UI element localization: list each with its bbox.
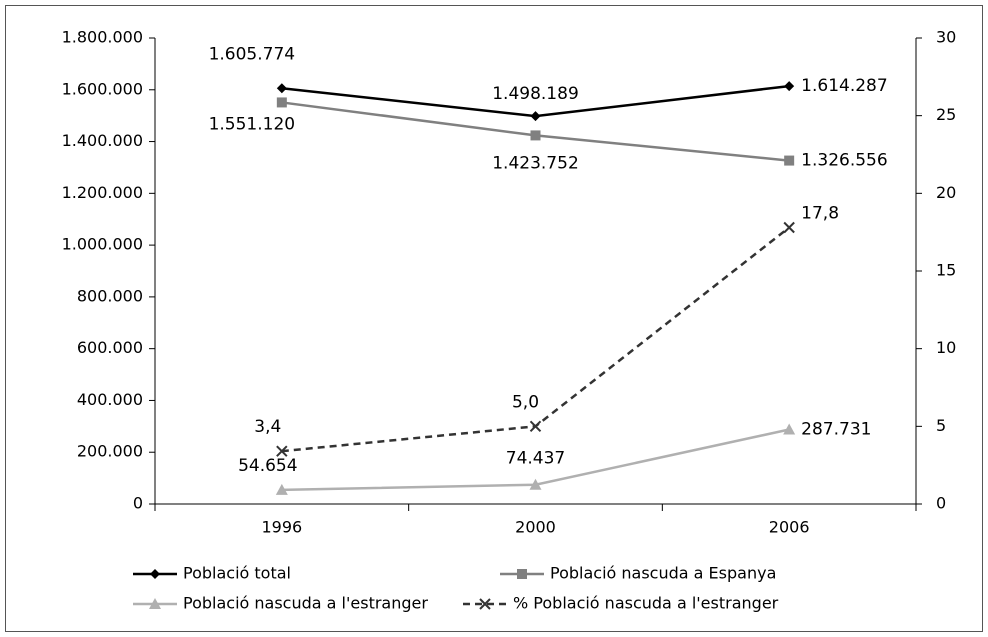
y-tick-label: 400.000 [77,390,143,409]
marker [517,569,527,579]
y-tick-label: 1.000.000 [62,235,143,254]
data-label: 3,4 [254,417,281,437]
marker [276,97,287,108]
y2-tick-label: 25 [936,105,956,124]
y-tick-label: 800.000 [77,286,143,305]
data-label: 17,8 [801,204,839,224]
x-tick-label: 2000 [515,518,556,537]
y-tick-label: 0 [133,494,143,513]
y-tick-label: 1.200.000 [62,183,143,202]
y-tick-label: 200.000 [77,442,143,461]
legend-label: Població nascuda a l'estranger [183,594,428,613]
marker [276,83,287,94]
data-label: 5,0 [512,392,539,412]
marker [529,420,542,433]
x-tick-label: 1996 [261,518,302,537]
y-tick-label: 1.800.000 [62,28,143,47]
marker [783,221,795,234]
data-label: 54.654 [238,456,297,476]
marker [276,445,288,457]
marker [783,423,796,435]
marker [149,598,161,609]
y2-tick-label: 20 [936,183,956,202]
x-tick-label: 2006 [769,518,810,537]
data-label: 74.437 [506,449,565,469]
y-tick-label: 1.400.000 [62,131,143,150]
y2-tick-label: 5 [936,416,946,435]
y2-tick-label: 0 [936,494,946,513]
marker [529,478,542,490]
y-tick-label: 1.600.000 [62,79,143,98]
marker [479,598,491,610]
legend-label: Població nascuda a Espanya [550,564,776,583]
data-label: 1.551.120 [209,114,296,134]
data-label: 1.498.189 [492,84,579,104]
y2-tick-label: 30 [936,28,956,47]
marker [150,569,160,579]
legend-label: % Població nascuda a l'estranger [513,594,779,613]
marker [784,81,795,92]
data-label: 1.326.556 [801,151,888,171]
chart-frame [5,5,983,632]
marker [275,483,288,495]
legend-label: Població total [183,564,291,583]
data-label: 287.731 [801,420,871,440]
marker [530,111,541,122]
data-label: 1.423.752 [492,153,579,173]
y2-tick-label: 15 [936,261,956,280]
data-label: 1.605.774 [209,44,296,64]
y2-tick-label: 10 [936,338,956,357]
marker [530,130,541,141]
data-label: 1.614.287 [801,76,888,96]
marker [784,155,795,166]
y-tick-label: 600.000 [77,338,143,357]
